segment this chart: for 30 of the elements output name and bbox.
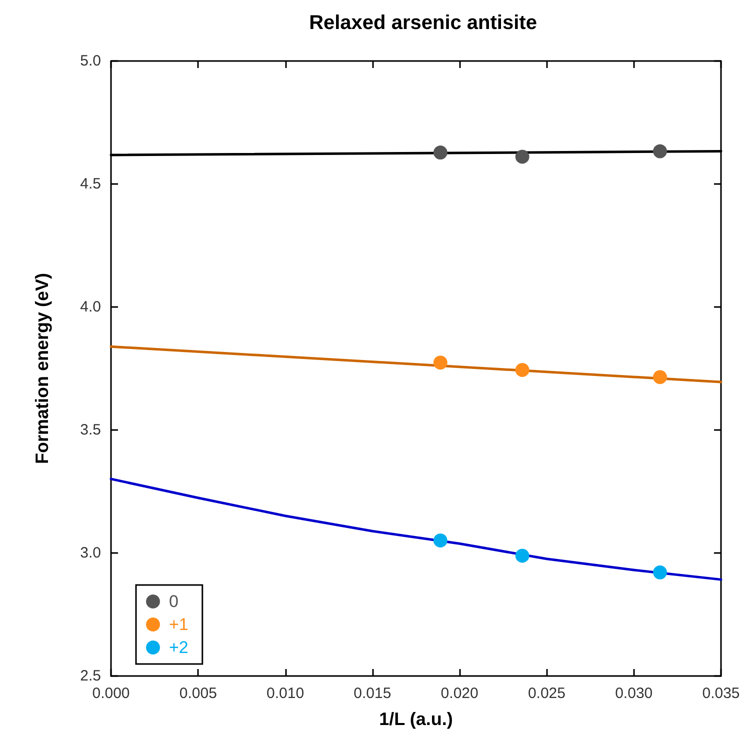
point	[515, 150, 530, 164]
x-tick-label: 0.005	[179, 685, 217, 702]
x-tick-label: 0.030	[615, 685, 653, 702]
point	[653, 144, 667, 158]
y-tick-label: 2.5	[80, 668, 101, 684]
y-tick-label: 4.5	[80, 176, 101, 192]
x-tick-label: 0.010	[266, 685, 304, 702]
x-tick-label: 0.000	[92, 685, 130, 702]
line-series	[110, 478, 722, 581]
y-tick-label: 4.0	[80, 298, 101, 316]
legend-label: +1	[169, 615, 188, 634]
point	[653, 370, 667, 384]
legend-label: 0	[169, 592, 178, 611]
chart-title: Relaxed arsenic antisite	[309, 12, 537, 34]
x-tick-label: 0.035	[702, 685, 740, 702]
legend-label: +2	[169, 638, 188, 657]
point	[515, 362, 530, 377]
y-tick-label: 5.0	[80, 52, 101, 70]
point	[653, 565, 667, 580]
x-tick-label: 0.020	[440, 685, 478, 702]
point	[433, 356, 448, 370]
x-axis-title: 1/L (a.u.)	[379, 709, 453, 729]
point	[433, 533, 448, 548]
y-axis-title: Formation energy (eV)	[32, 272, 52, 464]
point	[515, 548, 530, 563]
x-tick-label: 0.015	[354, 685, 392, 702]
y-tick-label: 3.0	[80, 544, 101, 562]
y-tick-label: 3.5	[80, 422, 101, 438]
point	[433, 146, 448, 160]
x-tick-label: 0.025	[528, 685, 566, 702]
